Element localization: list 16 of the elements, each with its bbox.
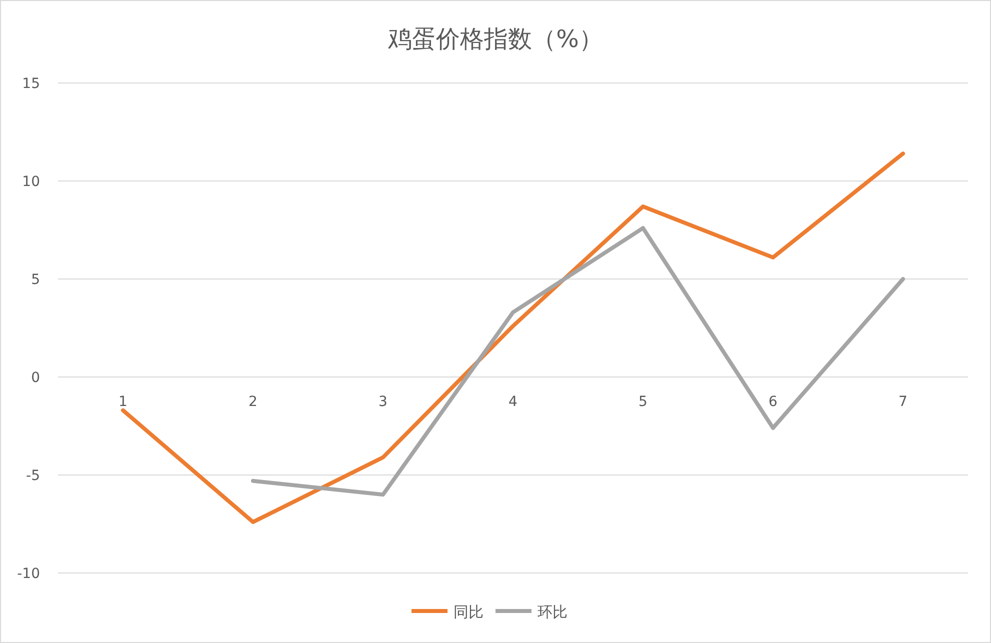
x-tick-label: 2	[248, 394, 258, 410]
y-tick-label: -5	[26, 468, 40, 484]
x-tick-label: 3	[378, 394, 388, 410]
y-tick-label: 15	[22, 76, 40, 92]
legend-label: 环比	[538, 603, 568, 621]
y-tick-label: 10	[22, 174, 40, 190]
chart-title: 鸡蛋价格指数（%）	[387, 25, 603, 53]
x-tick-label: 6	[768, 394, 778, 410]
y-tick-label: -10	[17, 566, 40, 582]
x-tick-label: 7	[898, 394, 908, 410]
y-tick-label: 5	[31, 272, 40, 288]
legend-label: 同比	[454, 603, 484, 621]
y-tick-label: 0	[31, 370, 40, 386]
x-tick-label: 4	[508, 394, 518, 410]
x-tick-label: 1	[118, 394, 128, 410]
x-tick-label: 5	[638, 394, 648, 410]
